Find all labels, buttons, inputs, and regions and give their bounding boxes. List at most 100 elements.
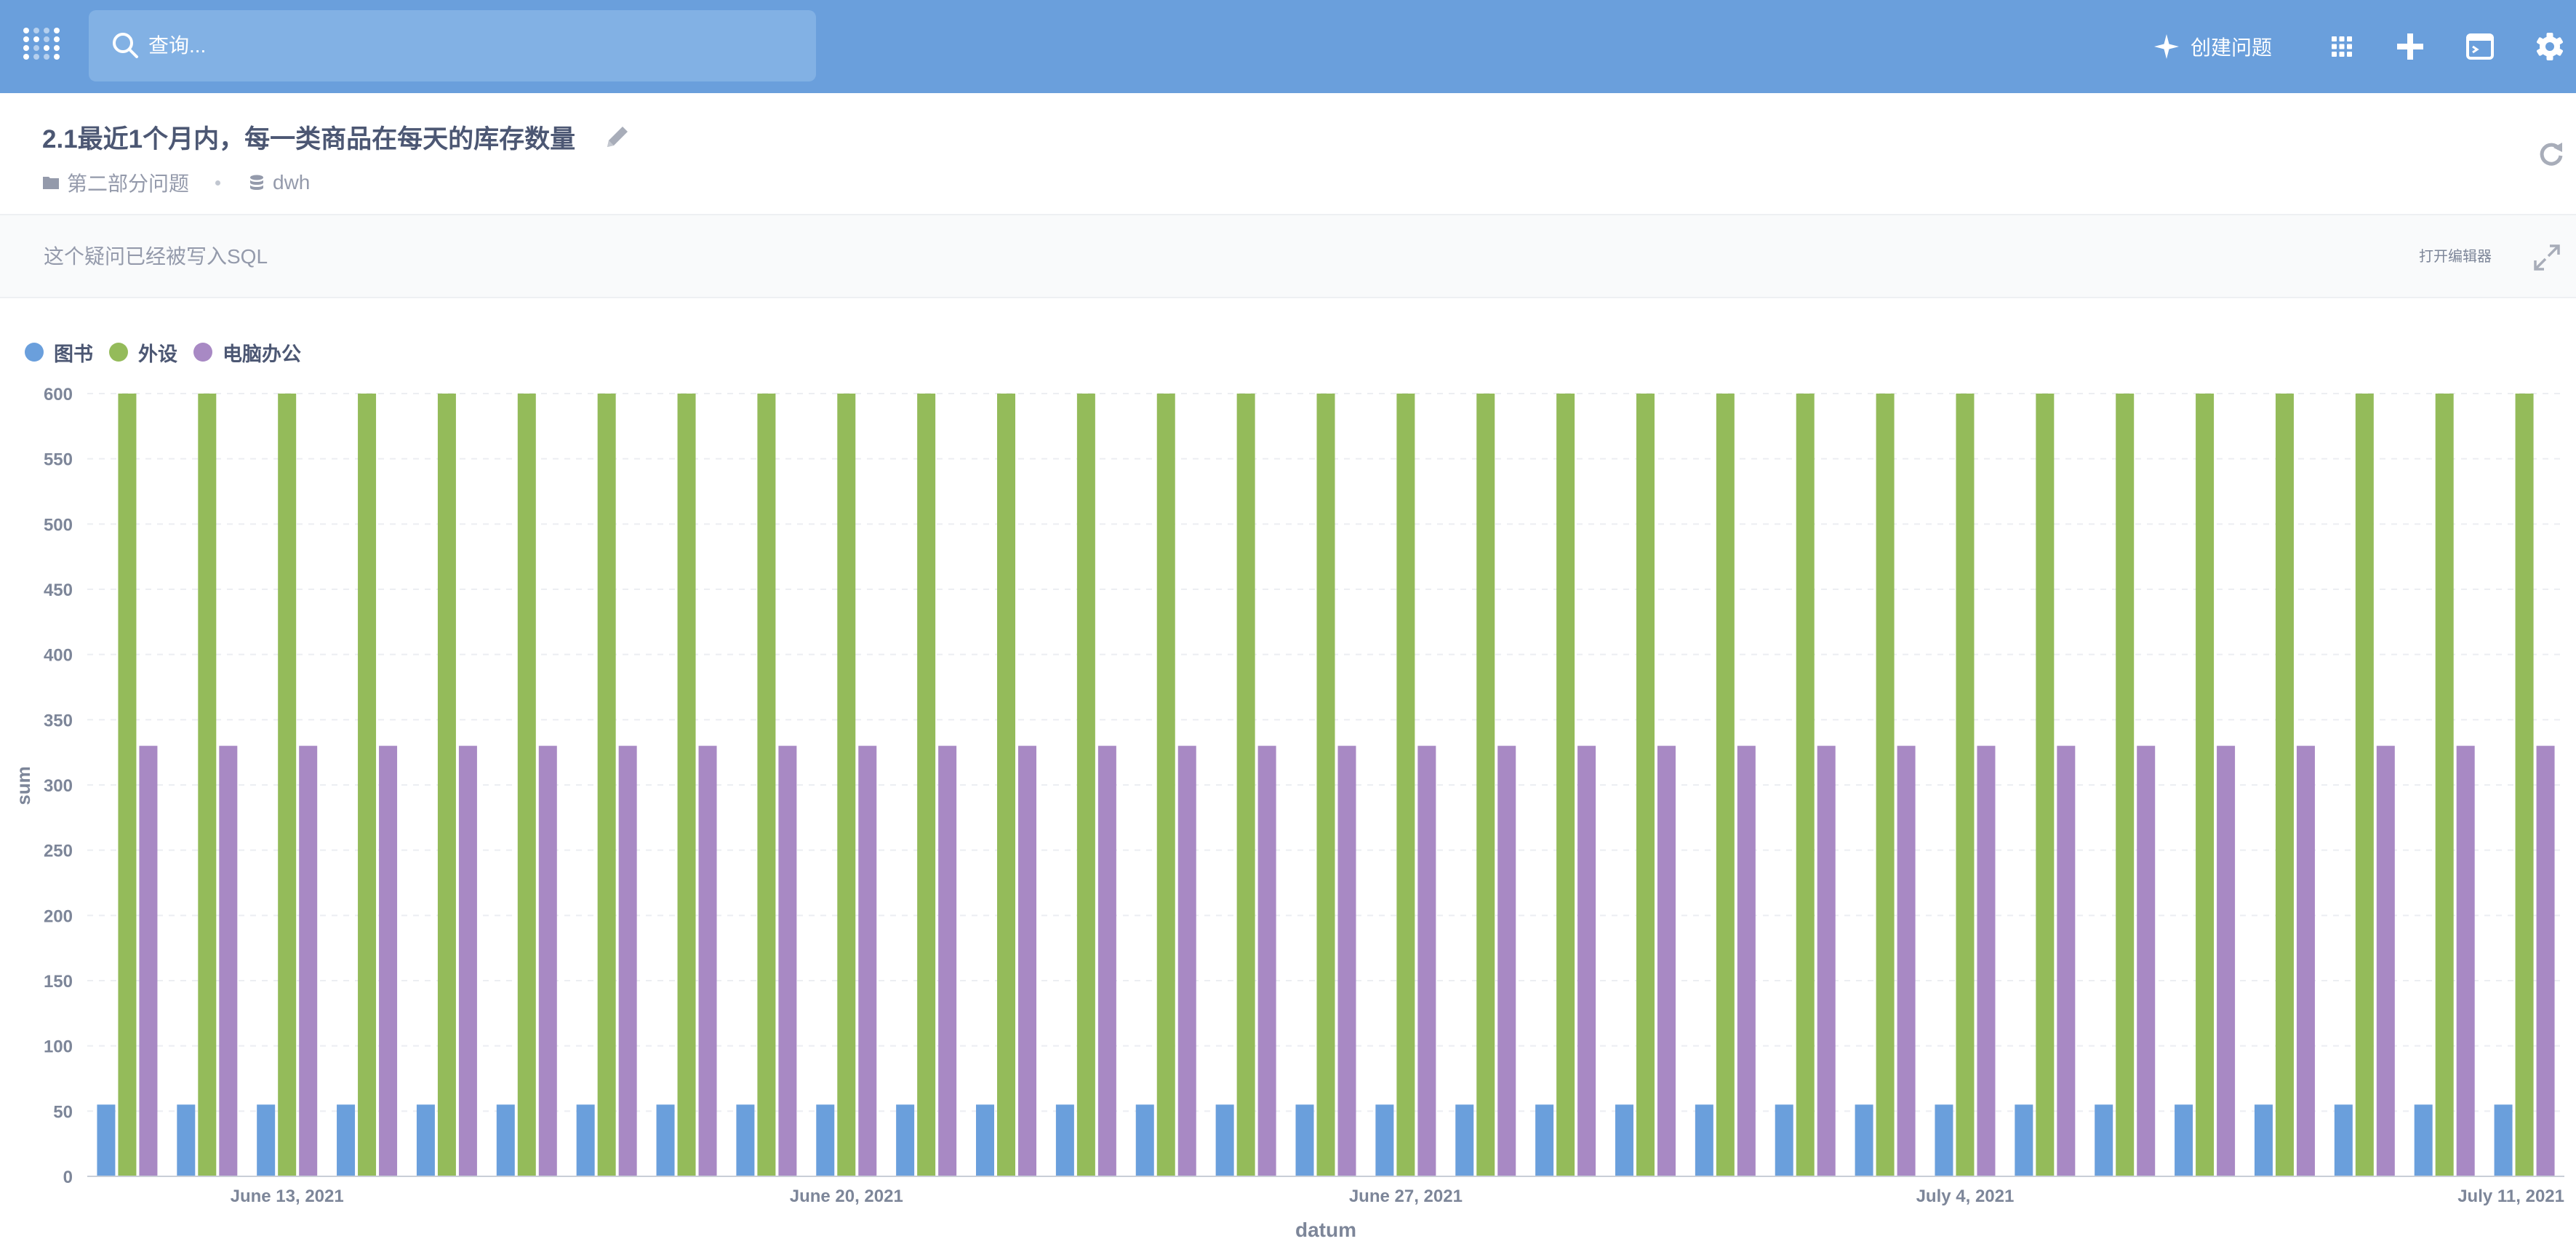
bar: [1076, 394, 1095, 1176]
bar: [938, 746, 957, 1176]
chart-legend: 图书 外设 电脑办公: [25, 339, 317, 365]
bar: [1295, 1104, 1314, 1176]
bar: [1396, 394, 1415, 1176]
y-tick-label: 250: [44, 842, 73, 861]
search-input[interactable]: 查询...: [89, 10, 816, 81]
y-tick-label: 500: [44, 515, 73, 535]
bar: [1417, 746, 1436, 1176]
plus-icon[interactable]: [2391, 28, 2429, 65]
bar: [597, 394, 616, 1176]
gear-icon[interactable]: [2531, 28, 2569, 65]
x-tick-label: June 20, 2021: [790, 1187, 903, 1206]
database-link[interactable]: dwh: [248, 171, 310, 194]
expand-icon[interactable]: [2532, 243, 2561, 272]
bar-chart: 0 50 100 150 200 250 300 350 400 450 500 550 600 June…: [12, 385, 2564, 1241]
bar: [177, 1104, 196, 1176]
bar: [2334, 1104, 2353, 1176]
bar: [1577, 746, 1596, 1176]
bar: [1177, 746, 1196, 1176]
bar: [1876, 394, 1895, 1176]
bar: [1535, 1104, 1554, 1176]
x-axis-title: datum: [1295, 1219, 1356, 1241]
bar: [1636, 394, 1655, 1176]
legend-label: 外设: [138, 343, 177, 365]
bar: [1657, 746, 1676, 1176]
y-axis-title: sum: [12, 766, 34, 805]
collection-name: 第二部分问题: [67, 172, 190, 195]
search-icon: [113, 33, 138, 58]
bar: [2536, 746, 2555, 1176]
y-tick-label: 100: [44, 1037, 73, 1057]
bar: [1615, 1104, 1633, 1176]
bar: [1737, 746, 1756, 1176]
bar: [1018, 746, 1037, 1176]
y-tick-label: 350: [44, 711, 73, 730]
open-editor-button[interactable]: 打开编辑器: [2419, 249, 2492, 265]
bar: [2275, 394, 2294, 1176]
bar: [1716, 394, 1735, 1176]
bar: [437, 394, 456, 1176]
bar: [2515, 394, 2534, 1176]
legend-label: 电脑办公: [223, 343, 301, 365]
sparkle-icon: [2154, 34, 2179, 59]
y-tick-label: 550: [44, 450, 73, 470]
bar: [257, 1104, 276, 1176]
legend-item-peripherals[interactable]: 外设: [109, 338, 177, 367]
bar: [2196, 394, 2215, 1176]
y-tick-label: 200: [44, 906, 73, 926]
bar: [1935, 1104, 1953, 1176]
bar: [917, 394, 936, 1176]
refresh-icon[interactable]: [2537, 140, 2566, 169]
bar: [896, 1104, 915, 1176]
metabase-logo-icon[interactable]: [22, 26, 63, 67]
y-tick-label: 400: [44, 646, 73, 666]
bar: [1796, 394, 1815, 1176]
terminal-icon[interactable]: [2461, 28, 2499, 65]
bar: [858, 746, 877, 1176]
breadcrumb: 第二部分问题 dwh: [42, 164, 310, 201]
bar: [379, 746, 398, 1176]
bar: [1156, 394, 1175, 1176]
bar: [1497, 746, 1516, 1176]
bar: [2116, 394, 2135, 1176]
collection-link[interactable]: 第二部分问题: [42, 168, 189, 197]
bar: [2456, 746, 2475, 1176]
bar: [2376, 746, 2395, 1176]
title-row: 2.1最近1个月内，每一类商品在每天的库存数量: [42, 115, 633, 159]
bar: [2175, 1104, 2193, 1176]
bar: [2494, 1104, 2513, 1176]
y-tick-label: 50: [53, 1102, 73, 1122]
legend-dot: [109, 343, 128, 362]
bar: [1375, 1104, 1394, 1176]
bar: [416, 1104, 435, 1176]
bar: [278, 394, 297, 1176]
bar: [778, 746, 797, 1176]
bar: [2254, 1104, 2273, 1176]
bar: [677, 394, 696, 1176]
bar: [997, 394, 1016, 1176]
bar: [1817, 746, 1836, 1176]
bar: [1897, 746, 1916, 1176]
bar: [299, 746, 318, 1176]
legend-dot: [193, 343, 212, 362]
bar: [1257, 746, 1276, 1176]
bar: [837, 394, 856, 1176]
legend-dot: [25, 343, 44, 362]
bar: [2015, 1104, 2033, 1176]
page-title[interactable]: 2.1最近1个月内，每一类商品在每天的库存数量: [42, 124, 576, 153]
legend-label: 图书: [54, 343, 93, 365]
create-question-button[interactable]: 创建问题: [2153, 22, 2272, 71]
bar: [1236, 394, 1255, 1176]
legend-item-computer-office[interactable]: 电脑办公: [193, 338, 301, 367]
bar: [97, 1104, 116, 1176]
bar: [1215, 1104, 1234, 1176]
bar: [2217, 746, 2236, 1176]
y-tick-label: 150: [44, 972, 73, 992]
legend-item-books[interactable]: 图书: [25, 338, 93, 367]
y-tick-label: 600: [44, 385, 73, 404]
bar: [1455, 1104, 1474, 1176]
bar: [2036, 394, 2055, 1176]
bar: [517, 394, 536, 1176]
pencil-icon[interactable]: [601, 121, 633, 153]
grid-icon[interactable]: [2323, 28, 2361, 65]
